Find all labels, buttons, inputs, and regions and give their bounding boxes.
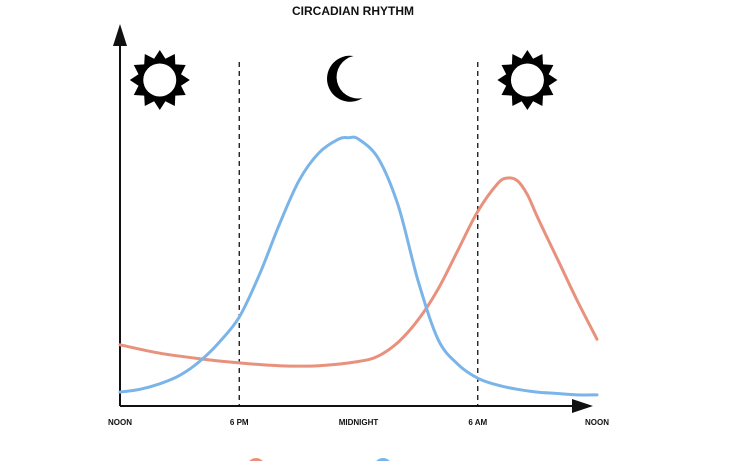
x-tick-label: NOON [585,418,609,427]
x-tick-label: 6 PM [230,418,249,427]
sky-icons [129,50,558,110]
chart-title: CIRCADIAN RHYTHM [292,4,414,18]
series-line-1 [118,176,599,368]
axes [113,24,593,413]
sun-icon [129,50,190,110]
legend [249,458,390,461]
x-axis-arrow-icon [572,399,593,413]
night-boundary-markers [238,62,479,406]
legend-swatch-1 [249,458,263,461]
legend-swatch-2 [376,458,390,461]
series-lines [118,135,599,397]
x-tick-label: MIDNIGHT [339,418,379,427]
sun-icon [497,50,558,110]
moon-icon [327,55,363,102]
series-line-2 [118,135,599,397]
x-tick-label: 6 AM [468,418,487,427]
y-axis-arrow-icon [113,24,127,46]
x-tick-labels: NOON 6 PM MIDNIGHT 6 AM NOON [108,418,609,427]
x-tick-label: NOON [108,418,132,427]
